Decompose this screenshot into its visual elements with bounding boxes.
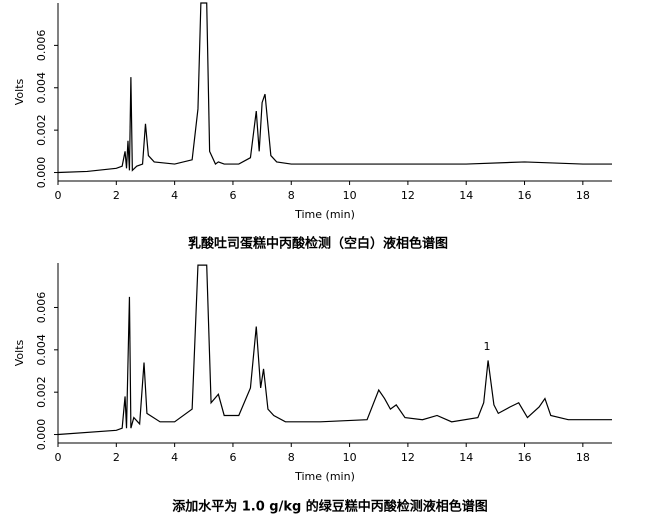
x-tick-label: 4 bbox=[171, 189, 178, 202]
x-tick-label: 10 bbox=[343, 189, 357, 202]
data-line bbox=[57, 2, 612, 174]
x-tick-label: 8 bbox=[288, 189, 295, 202]
annotation: 1 bbox=[484, 340, 491, 353]
y-tick-label: 0.006 bbox=[35, 292, 48, 324]
y-tick-label: 0.002 bbox=[35, 376, 48, 408]
chart-title: 添加水平为 1.0 g/kg 的绿豆糕中丙酸检测液相色谱图 bbox=[172, 499, 488, 515]
y-tick-label: 0.000 bbox=[35, 419, 48, 451]
x-tick-label: 2 bbox=[113, 451, 120, 464]
x-tick-label: 6 bbox=[229, 189, 236, 202]
y-tick-label: 0.004 bbox=[35, 72, 48, 104]
x-tick-label: 14 bbox=[459, 451, 473, 464]
x-tick-label: 18 bbox=[576, 451, 590, 464]
x-tick-label: 6 bbox=[229, 451, 236, 464]
x-tick-label: 0 bbox=[55, 451, 62, 464]
y-tick-label: 0.006 bbox=[35, 30, 48, 62]
x-tick-label: 14 bbox=[459, 189, 473, 202]
x-tick-label: 10 bbox=[343, 451, 357, 464]
y-axis-label: Volts bbox=[13, 78, 26, 105]
data-line bbox=[57, 264, 612, 436]
x-tick-label: 4 bbox=[171, 451, 178, 464]
x-tick-label: 16 bbox=[518, 189, 532, 202]
x-axis-label: Time (min) bbox=[294, 470, 355, 483]
y-axis-label: Volts bbox=[13, 339, 26, 366]
x-axis-label: Time (min) bbox=[294, 208, 355, 221]
chart-title: 乳酸吐司蛋糕中丙酸检测（空白）液相色谱图 bbox=[188, 236, 448, 252]
y-tick-label: 0.002 bbox=[35, 114, 48, 146]
x-tick-label: 2 bbox=[113, 189, 120, 202]
y-tick-label: 0.000 bbox=[35, 157, 48, 189]
x-tick-label: 18 bbox=[576, 189, 590, 202]
x-tick-label: 16 bbox=[518, 451, 532, 464]
x-tick-label: 12 bbox=[401, 189, 415, 202]
y-tick-label: 0.004 bbox=[35, 334, 48, 366]
x-tick-label: 8 bbox=[288, 451, 295, 464]
x-tick-label: 0 bbox=[55, 189, 62, 202]
x-tick-label: 12 bbox=[401, 451, 415, 464]
